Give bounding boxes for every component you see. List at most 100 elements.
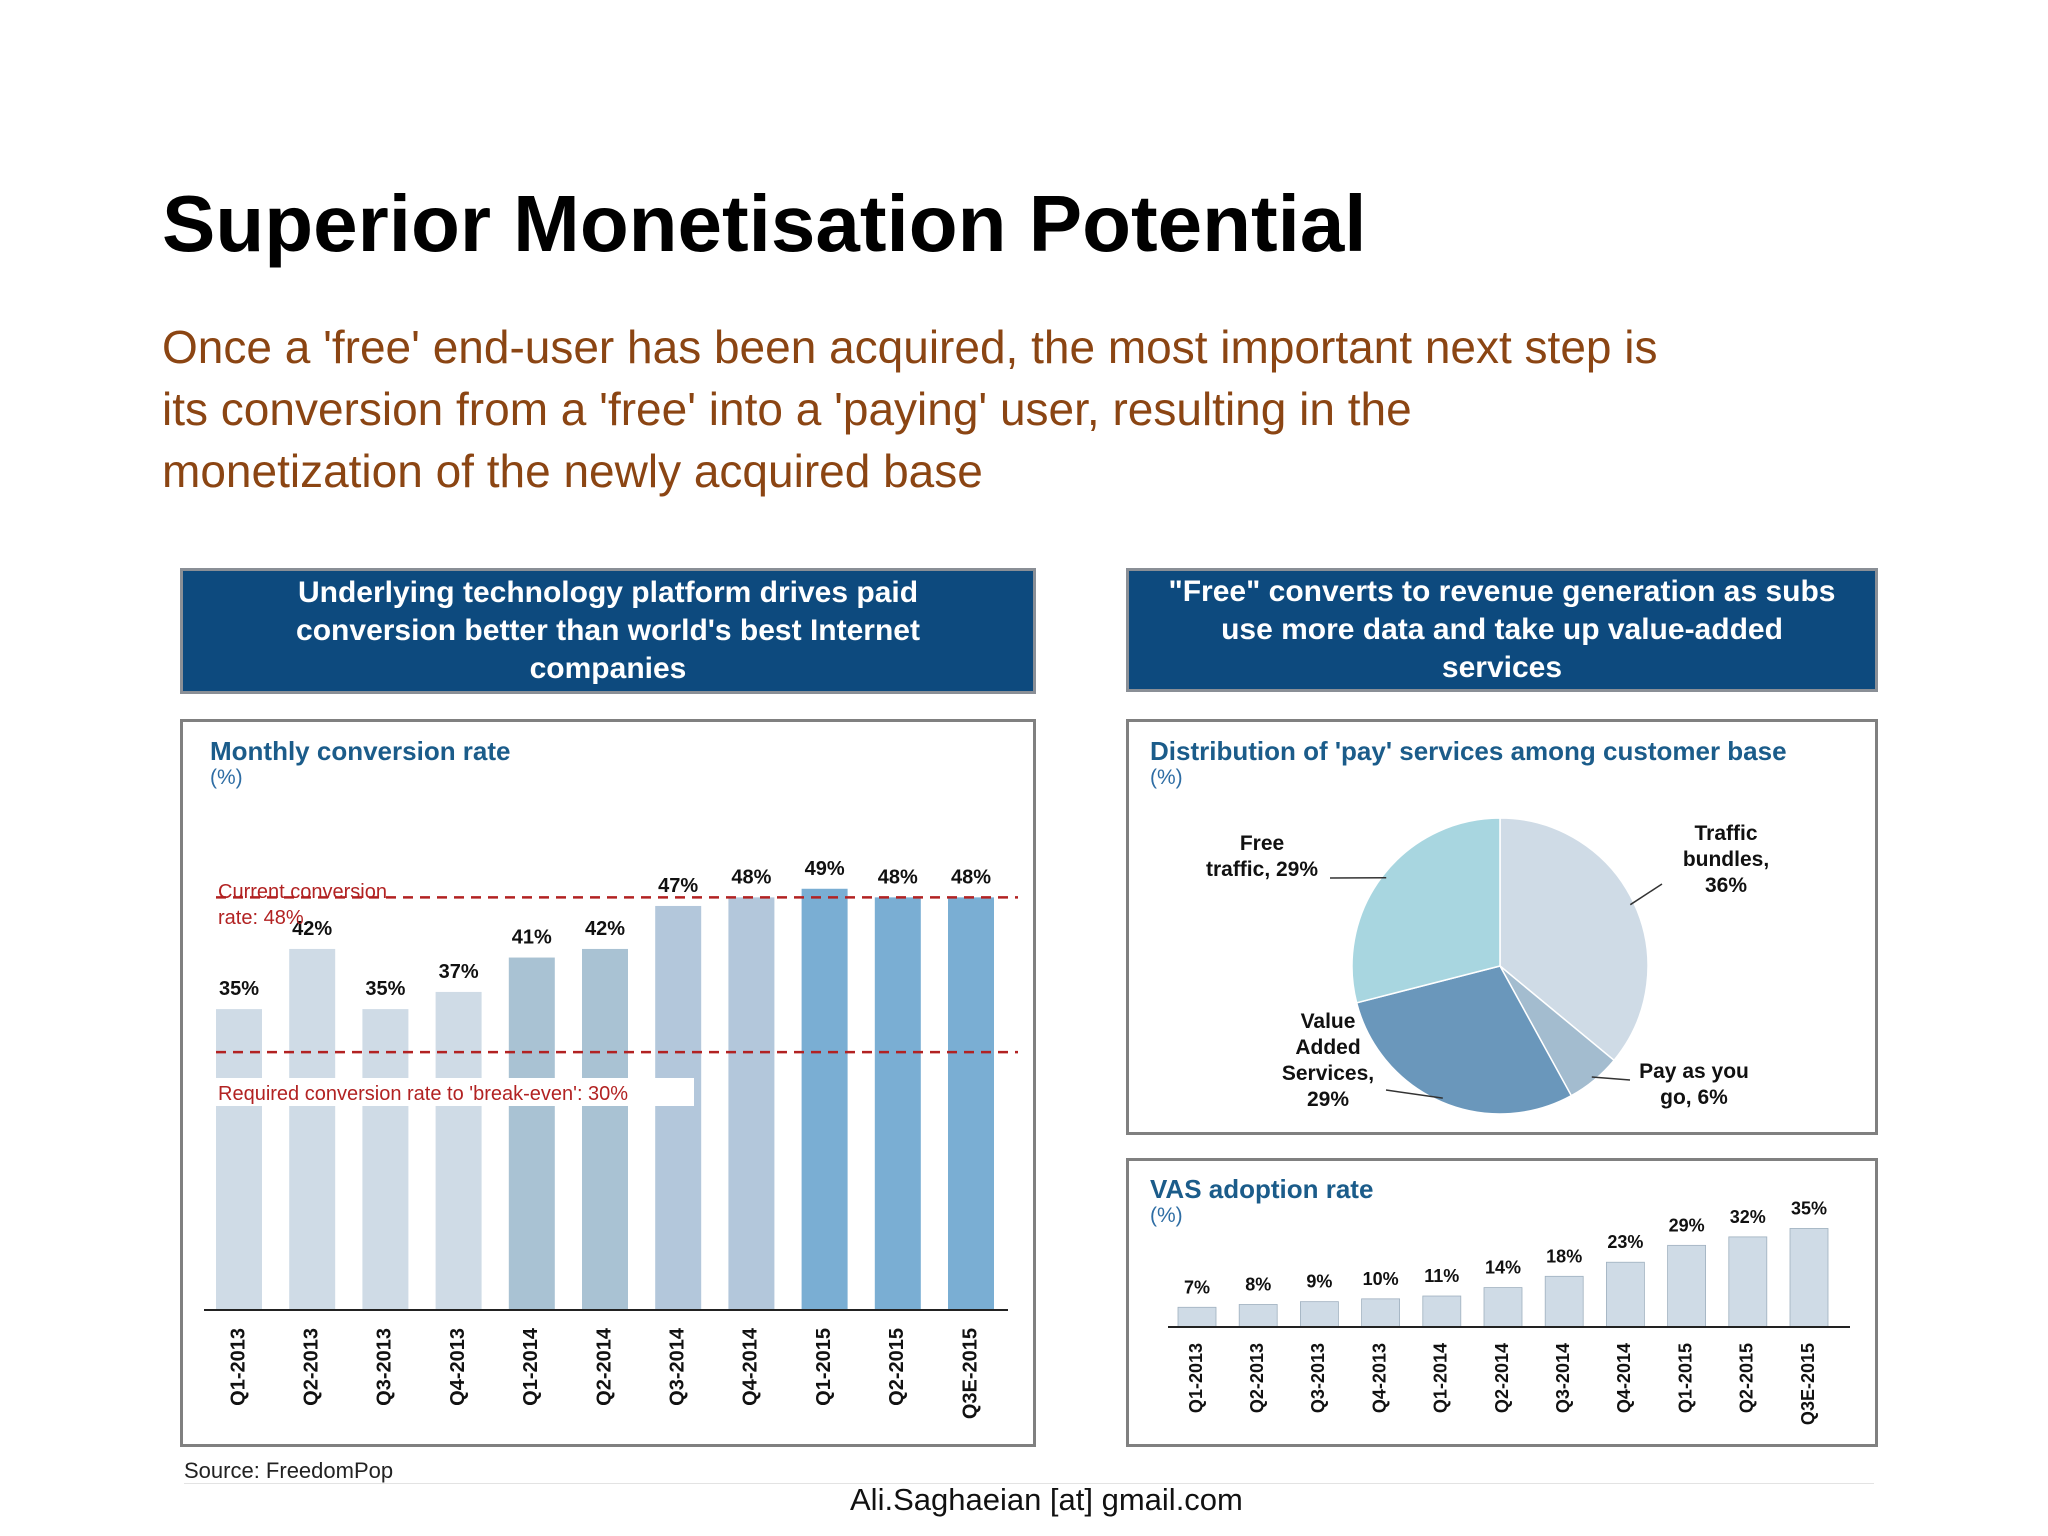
conversion-data-label: 41% bbox=[512, 927, 552, 949]
pie-leader-line bbox=[1591, 1076, 1631, 1081]
vas-chart-unit: (%) bbox=[1150, 1204, 1183, 1227]
current-rate-label: rate: 48% bbox=[218, 907, 304, 929]
conversion-tick-label: Q1-2014 bbox=[520, 1327, 542, 1406]
vas-tick-label: Q1-2015 bbox=[1675, 1343, 1695, 1413]
vas-data-label: 8% bbox=[1245, 1274, 1271, 1294]
subtitle: Once a 'free' end-user has been acquired… bbox=[162, 316, 1922, 502]
breakeven-rate-label: Required conversion rate to 'break-even'… bbox=[218, 1083, 628, 1105]
pie-slice-label: bundles, bbox=[1683, 848, 1769, 871]
vas-tick-label: Q1-2013 bbox=[1186, 1343, 1206, 1413]
conversion-data-label: 48% bbox=[731, 866, 771, 888]
conversion-bar bbox=[655, 905, 702, 1310]
vas-data-label: 9% bbox=[1306, 1272, 1332, 1292]
conversion-tick-label: Q4-2014 bbox=[740, 1327, 762, 1406]
distribution-chart-unit: (%) bbox=[1150, 766, 1183, 789]
conversion-tick-label: Q2-2013 bbox=[300, 1328, 322, 1406]
right-banner-line: "Free" converts to revenue generation as… bbox=[1168, 575, 1836, 608]
right-banner-line: services bbox=[1441, 651, 1563, 684]
conversion-tick-label: Q4-2013 bbox=[447, 1328, 469, 1406]
conversion-bar bbox=[874, 897, 921, 1310]
conversion-data-label: 47% bbox=[658, 875, 698, 897]
pie-slice-label: Traffic bbox=[1694, 822, 1757, 845]
source-note: Source: FreedomPop bbox=[184, 1458, 394, 1483]
vas-tick-label: Q4-2013 bbox=[1369, 1343, 1389, 1413]
vas-bar bbox=[1483, 1287, 1523, 1328]
vas-chart-title: VAS adoption rate bbox=[1150, 1174, 1374, 1204]
page-title: Superior Monetisation Potential bbox=[162, 179, 1367, 268]
vas-data-label: 35% bbox=[1791, 1198, 1827, 1218]
pie-slice-label: 36% bbox=[1705, 874, 1747, 897]
vas-bar bbox=[1177, 1306, 1217, 1328]
vas-bar bbox=[1361, 1298, 1400, 1328]
vas-tick-label: Q3-2014 bbox=[1553, 1343, 1573, 1413]
conversion-bar bbox=[948, 897, 994, 1310]
vas-tick-label: Q3-2013 bbox=[1308, 1343, 1328, 1413]
pie-slice bbox=[1351, 817, 1501, 1004]
vas-tick-label: Q4-2014 bbox=[1614, 1343, 1634, 1413]
subtitle-line: Once a 'free' end-user has been acquired… bbox=[162, 321, 1658, 373]
conversion-data-label: 48% bbox=[951, 866, 991, 888]
vas-tick-label: Q2-2013 bbox=[1247, 1343, 1267, 1413]
vas-bar bbox=[1606, 1261, 1645, 1328]
vas-bar bbox=[1544, 1275, 1584, 1328]
conversion-bar bbox=[216, 1009, 262, 1310]
vas-tick-label: Q1-2014 bbox=[1431, 1343, 1451, 1413]
pie-leader-line bbox=[1629, 883, 1663, 906]
left-banner-line: companies bbox=[529, 652, 687, 685]
conversion-tick-label: Q3-2013 bbox=[374, 1328, 396, 1406]
pie-slice-label: Value bbox=[1301, 1010, 1356, 1033]
vas-data-label: 14% bbox=[1485, 1258, 1521, 1278]
distribution-chart-title: Distribution of 'pay' services among cus… bbox=[1150, 736, 1787, 766]
vas-data-label: 11% bbox=[1424, 1266, 1459, 1286]
current-rate-label: Current conversion bbox=[218, 881, 387, 903]
conversion-tick-label: Q2-2014 bbox=[593, 1327, 615, 1406]
pie-leader-line bbox=[1385, 1089, 1443, 1099]
vas-data-label: 7% bbox=[1184, 1277, 1210, 1297]
conversion-bar bbox=[728, 897, 775, 1310]
conversion-bar bbox=[801, 888, 848, 1310]
vas-bar bbox=[1422, 1295, 1462, 1328]
pie-slice-label: traffic, 29% bbox=[1206, 858, 1318, 881]
conversion-data-label: 35% bbox=[219, 978, 259, 1000]
subtitle-line: monetization of the newly acquired base bbox=[162, 445, 983, 497]
conversion-bar bbox=[435, 991, 482, 1310]
pie-slice-label: go, 6% bbox=[1660, 1086, 1728, 1109]
conversion-bar bbox=[582, 948, 628, 1310]
pie-slice-label: Added bbox=[1295, 1036, 1360, 1059]
vas-bar bbox=[1238, 1304, 1278, 1328]
pie-slice-label: Pay as you bbox=[1639, 1060, 1749, 1083]
vas-data-label: 10% bbox=[1363, 1269, 1399, 1289]
breakeven-label-bg bbox=[214, 1078, 694, 1106]
conversion-bar bbox=[289, 948, 336, 1310]
subtitle-line: its conversion from a 'free' into a 'pay… bbox=[162, 383, 1412, 435]
vas-data-label: 32% bbox=[1730, 1207, 1766, 1227]
conversion-chart-title: Monthly conversion rate bbox=[210, 736, 511, 766]
conversion-data-label: 35% bbox=[365, 978, 405, 1000]
pie-slice-label: Free bbox=[1240, 832, 1284, 855]
vas-data-label: 18% bbox=[1546, 1246, 1582, 1266]
footer-divider bbox=[184, 1483, 1874, 1484]
conversion-bar bbox=[362, 1009, 409, 1310]
footer-email: Ali.Saghaeian [at] gmail.com bbox=[850, 1482, 1243, 1517]
vas-bar bbox=[1300, 1301, 1339, 1328]
left-banner: Underlying technology platform drives pa… bbox=[180, 568, 1036, 694]
pie-slice-label: Services, bbox=[1282, 1062, 1374, 1085]
vas-bar bbox=[1728, 1236, 1768, 1328]
vas-tick-label: Q2-2015 bbox=[1737, 1343, 1757, 1413]
vas-bar bbox=[1667, 1244, 1706, 1328]
conversion-tick-label: Q3E-2015 bbox=[959, 1328, 981, 1419]
pie-slice bbox=[1355, 965, 1573, 1115]
left-banner-line: Underlying technology platform drives pa… bbox=[297, 576, 919, 609]
conversion-data-label: 37% bbox=[439, 961, 479, 983]
conversion-tick-label: Q3-2014 bbox=[666, 1327, 688, 1406]
vas-bar bbox=[1789, 1228, 1829, 1328]
left-banner-line: conversion better than world's best Inte… bbox=[296, 614, 920, 647]
vas-tick-label: Q2-2014 bbox=[1492, 1343, 1512, 1413]
vas-tick-label: Q3E-2015 bbox=[1798, 1343, 1818, 1425]
vas-data-label: 29% bbox=[1669, 1215, 1705, 1235]
conversion-bar bbox=[508, 957, 555, 1310]
right-banner-line: use more data and take up value-added bbox=[1221, 613, 1783, 646]
pie-slice-label: 29% bbox=[1307, 1088, 1349, 1111]
conversion-data-label: 49% bbox=[805, 858, 845, 880]
